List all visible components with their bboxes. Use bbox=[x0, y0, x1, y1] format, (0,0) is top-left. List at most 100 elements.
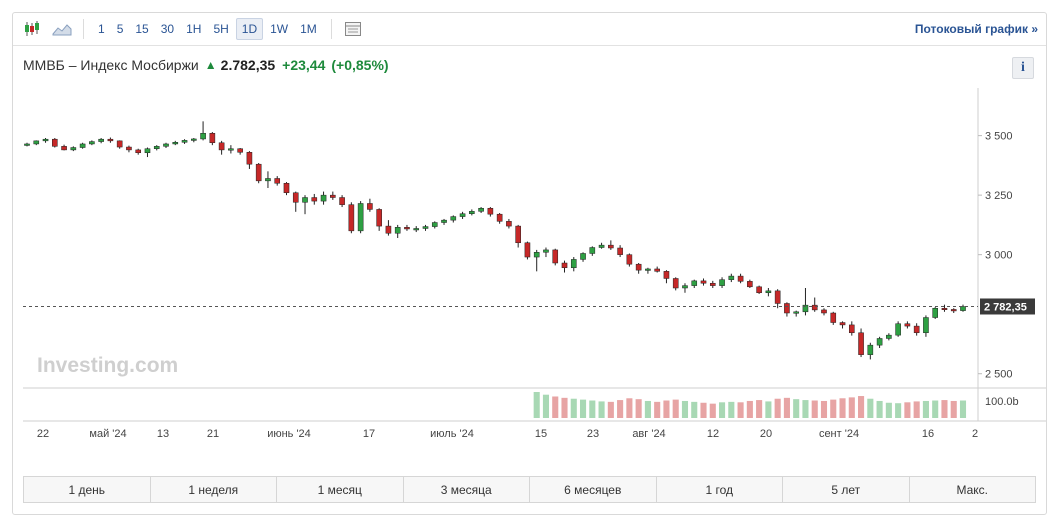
candle-body bbox=[200, 132, 206, 140]
x-tick-label: июль '24 bbox=[430, 428, 474, 440]
volume-bar bbox=[756, 400, 763, 418]
volume-bar bbox=[848, 397, 855, 418]
volume-bar bbox=[579, 399, 587, 418]
period-button[interactable]: 6 месяцев bbox=[530, 477, 657, 502]
candle-body bbox=[292, 192, 299, 203]
x-tick-label: 23 bbox=[587, 428, 599, 440]
candle-body bbox=[645, 268, 651, 271]
interval-button-1h[interactable]: 1H bbox=[186, 22, 202, 36]
volume-bar bbox=[876, 400, 883, 418]
y-tick-label: 3 000 bbox=[985, 250, 1013, 262]
interval-button-5[interactable]: 5 bbox=[116, 22, 124, 36]
candle-body bbox=[302, 197, 308, 203]
volume-bar bbox=[793, 399, 800, 418]
candle-body bbox=[431, 222, 438, 227]
volume-bar bbox=[950, 400, 957, 418]
interval-selector: 1 5 15 30 1H 5H 1D 1W 1M bbox=[92, 18, 323, 40]
candle-body bbox=[617, 247, 623, 255]
candle-body bbox=[811, 304, 818, 311]
volume-bar bbox=[663, 400, 670, 418]
last-price-label-bg bbox=[980, 298, 1035, 315]
candle-body bbox=[42, 138, 49, 142]
price-chart[interactable]: 3 500 3 250 3 000 2 500 Investing.com 100.0b 2… bbox=[13, 13, 1046, 473]
candle-body bbox=[719, 279, 725, 286]
candle-body bbox=[265, 178, 271, 182]
period-button[interactable]: 1 неделя bbox=[150, 477, 277, 502]
candle-body bbox=[682, 285, 688, 289]
interval-button-30[interactable]: 30 bbox=[160, 22, 175, 36]
interval-button-5h[interactable]: 5H bbox=[213, 22, 229, 36]
period-button[interactable]: 3 месяца bbox=[403, 477, 530, 502]
candle-body bbox=[459, 213, 466, 217]
period-button[interactable]: 1 день bbox=[24, 477, 151, 502]
candle-body bbox=[950, 309, 957, 312]
candle-body bbox=[339, 197, 345, 205]
candle-body bbox=[487, 207, 494, 215]
candle-body bbox=[116, 140, 123, 148]
candle-body bbox=[728, 275, 735, 280]
chart-toolbar: 1 5 15 30 1H 5H 1D 1W 1M Потоковый график » bbox=[13, 13, 1046, 46]
x-tick-label: 20 bbox=[760, 428, 772, 440]
interval-button-1w[interactable]: 1W bbox=[270, 22, 289, 36]
volume-axis-label: 100.0b bbox=[985, 396, 1019, 408]
candle-body bbox=[960, 306, 966, 311]
volume-bar bbox=[700, 402, 707, 418]
candle-body bbox=[61, 146, 67, 151]
x-tick-label: 17 bbox=[363, 428, 375, 440]
instrument-name: ММВБ – Индекс Мосбиржи bbox=[23, 57, 199, 73]
last-price-label: 2 782,35 bbox=[984, 301, 1027, 313]
info-button[interactable]: i bbox=[1012, 57, 1034, 79]
candle-body bbox=[867, 344, 874, 355]
candle-body bbox=[747, 281, 753, 288]
area-chart-icon[interactable] bbox=[49, 18, 75, 40]
volume-bar bbox=[783, 397, 790, 418]
candle-body bbox=[858, 332, 864, 355]
interval-button-1[interactable]: 1 bbox=[98, 22, 105, 36]
candle-body bbox=[255, 163, 262, 182]
candle-body bbox=[209, 132, 216, 144]
period-button[interactable]: Макс. bbox=[909, 477, 1035, 502]
toolbar-divider bbox=[330, 19, 332, 39]
candle-body bbox=[330, 194, 336, 198]
interval-button-1m[interactable]: 1M bbox=[300, 22, 317, 36]
candle-body bbox=[404, 227, 410, 230]
period-button[interactable]: 1 год bbox=[656, 477, 783, 502]
interval-button-1d[interactable]: 1D bbox=[235, 18, 264, 40]
candle-body bbox=[589, 247, 596, 254]
streaming-chart-link[interactable]: Потоковый график » bbox=[914, 22, 1038, 36]
x-tick-label: май '24 bbox=[89, 428, 126, 440]
volume-bar bbox=[552, 396, 559, 418]
x-tick-label: сент '24 bbox=[819, 428, 859, 440]
volume-bar bbox=[895, 403, 902, 418]
candle-body bbox=[839, 322, 846, 326]
volume-bar bbox=[820, 400, 828, 418]
candle-body bbox=[895, 323, 901, 336]
price-change: +23,44 bbox=[282, 57, 326, 73]
candle-body bbox=[932, 307, 938, 318]
x-tick-label: июнь '24 bbox=[267, 428, 311, 440]
x-tick-label: 2 bbox=[972, 428, 978, 440]
candle-body bbox=[709, 282, 716, 286]
candle-body bbox=[765, 290, 772, 294]
x-tick-label: 22 bbox=[37, 428, 49, 440]
candle-body bbox=[913, 325, 920, 334]
last-price: 2.782,35 bbox=[220, 57, 276, 73]
candle-body bbox=[191, 138, 197, 141]
candle-body bbox=[357, 203, 364, 232]
candlestick-chart-icon[interactable] bbox=[19, 18, 45, 40]
candle-body bbox=[478, 207, 484, 212]
interval-button-15[interactable]: 15 bbox=[135, 22, 149, 36]
period-button[interactable]: 1 месяц bbox=[277, 477, 404, 502]
candle-body bbox=[598, 244, 605, 248]
candle-body bbox=[793, 311, 799, 314]
candle-body bbox=[24, 143, 30, 146]
x-tick-label: 12 bbox=[707, 428, 719, 440]
candle-body bbox=[422, 226, 429, 229]
table-view-icon[interactable] bbox=[340, 18, 366, 40]
volume-bar bbox=[719, 402, 726, 418]
candle-body bbox=[756, 286, 762, 294]
period-button[interactable]: 5 лет bbox=[783, 477, 910, 502]
candle-body bbox=[79, 143, 86, 148]
candle-body bbox=[691, 280, 698, 286]
volume-bar bbox=[561, 397, 568, 418]
